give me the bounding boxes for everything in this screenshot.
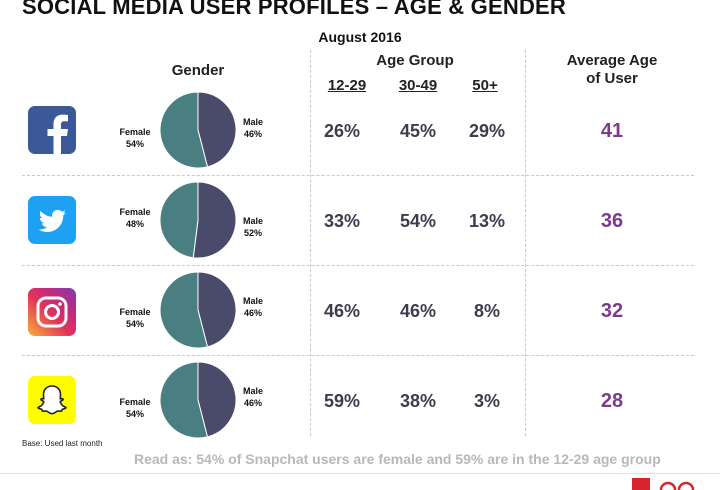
brand-logo-icon [632,478,695,490]
gender-header: Gender [171,62,225,79]
pie-male-label: Male 46% [238,295,268,319]
row-divider-1 [22,175,694,176]
age-12-29-value: 33% [323,211,361,231]
chart-subtitle: August 2016 [318,29,402,45]
age-30-49-value: 45% [399,121,437,141]
pie-slice-female [159,361,209,439]
read-as-note: Read as: 54% of Snapchat users are femal… [134,451,661,467]
pie-female-value: 48% [125,219,144,229]
age-group-header: Age Group [376,52,454,69]
age-50-plus-value: 13% [468,211,506,231]
twitter-icon [28,196,76,244]
facebook-gender-pie [159,91,237,169]
instagram-gender-pie [159,271,237,349]
pie-slice-male [197,91,237,168]
age-col-12-29: 12-29 [327,77,367,94]
pie-female-value: 54% [125,139,144,149]
pie-male-value: 46% [243,129,262,139]
age-12-29-value: 59% [323,391,361,411]
pie-slice-female [159,271,209,349]
pie-slice-male [192,181,237,259]
pie-slice-female [159,181,199,259]
snapchat-gender-pie [159,361,237,439]
pie-female-label: Female 48% [112,206,158,230]
divider-vertical-right [525,50,526,436]
instagram-icon [28,288,76,336]
average-age-value: 28 [600,390,624,412]
pie-male-value: 52% [243,228,262,238]
pie-male-label: Male 46% [238,116,268,140]
twitter-gender-pie [159,181,237,259]
pie-slice-male [197,361,237,438]
age-30-49-value: 54% [399,211,437,231]
pie-slice-male [197,271,237,348]
row-divider-2 [22,265,694,266]
snapchat-icon [28,376,76,424]
facebook-icon [28,106,76,154]
pie-male-value: 46% [243,308,262,318]
age-12-29-value: 26% [323,121,361,141]
average-age-header-line2: of User [586,70,638,87]
age-col-30-49: 30-49 [398,77,438,94]
pie-male-label: Male 46% [238,385,268,409]
base-note: Base: Used last month [22,439,103,448]
average-age-value: 32 [600,300,624,322]
average-age-value: 36 [600,210,624,232]
pie-female-label: Female 54% [112,126,158,150]
average-age-value: 41 [600,120,624,142]
footer-divider [0,473,720,474]
pie-female-label: Female 54% [112,306,158,330]
age-50-plus-value: 8% [473,301,500,321]
pie-male-label: Male 52% [238,215,268,239]
pie-female-value: 54% [125,319,144,329]
age-12-29-value: 46% [323,301,361,321]
pie-male-value: 46% [243,398,262,408]
age-col-50-plus: 50+ [472,77,498,94]
page-title: SOCIAL MEDIA USER PROFILES – AGE & GENDE… [22,0,567,19]
pie-female-value: 54% [125,409,144,419]
row-divider-3 [22,355,694,356]
divider-vertical-left [310,50,311,436]
age-50-plus-value: 29% [468,121,506,141]
pie-slice-female [159,91,209,169]
age-30-49-value: 46% [399,301,437,321]
average-age-header-line1: Average Age [566,52,658,69]
pie-female-label: Female 54% [112,396,158,420]
age-50-plus-value: 3% [473,391,500,411]
age-30-49-value: 38% [399,391,437,411]
